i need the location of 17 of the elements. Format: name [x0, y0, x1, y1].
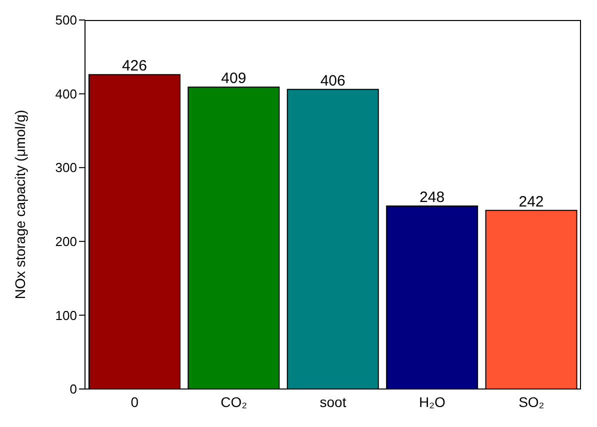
y-tick-label: 400 — [55, 86, 77, 102]
x-tick-label: SO₂ — [518, 394, 544, 410]
x-tick-label: CO₂ — [220, 394, 248, 410]
x-tick-label: H₂O — [418, 394, 446, 410]
y-tick-label: 500 — [55, 12, 77, 28]
y-tick-label: 200 — [55, 234, 77, 250]
data-label: 248 — [420, 188, 445, 206]
data-label: 242 — [518, 193, 544, 210]
data-label: 406 — [320, 72, 346, 90]
y-tick-label: 300 — [55, 160, 77, 176]
data-label: 426 — [122, 58, 147, 75]
y-tick-label: 100 — [55, 308, 77, 323]
x-tick-label: soot — [320, 394, 346, 410]
y-tick-label: 0 — [70, 382, 77, 397]
data-label: 409 — [221, 70, 246, 88]
x-tick-label: 0 — [130, 394, 139, 410]
y-axis-title: NOx storage capacity (μmol/g) — [12, 110, 28, 300]
